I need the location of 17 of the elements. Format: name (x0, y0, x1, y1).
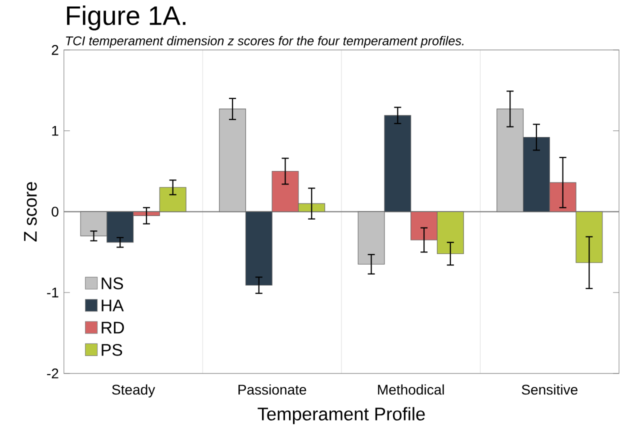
x-tick-label: Methodical (378, 384, 444, 395)
x-tick-label: Sensitive (522, 384, 578, 395)
x-tick-label: Passionate (238, 384, 306, 395)
legend-label: NS (102, 277, 124, 290)
legend-label: RD (102, 322, 124, 334)
x-tick-label: Steady (112, 384, 156, 398)
y-tick-label: 1 (52, 126, 58, 136)
y-tick-label: -2 (47, 368, 58, 378)
y-tick-label: 0 (52, 206, 58, 216)
chart-subtitle: TCI temperament dimension z scores for the four temperament profiles. (66, 36, 464, 48)
legend-label: HA (102, 300, 124, 312)
x-axis-title: Temperament Profile (258, 406, 425, 424)
y-tick-label: -1 (47, 288, 58, 298)
y-tick-label: 2 (52, 44, 58, 55)
chart-title: Figure 1A. (67, 5, 186, 30)
y-axis-title: Z score (24, 182, 37, 242)
legend-label: PS (102, 344, 122, 356)
